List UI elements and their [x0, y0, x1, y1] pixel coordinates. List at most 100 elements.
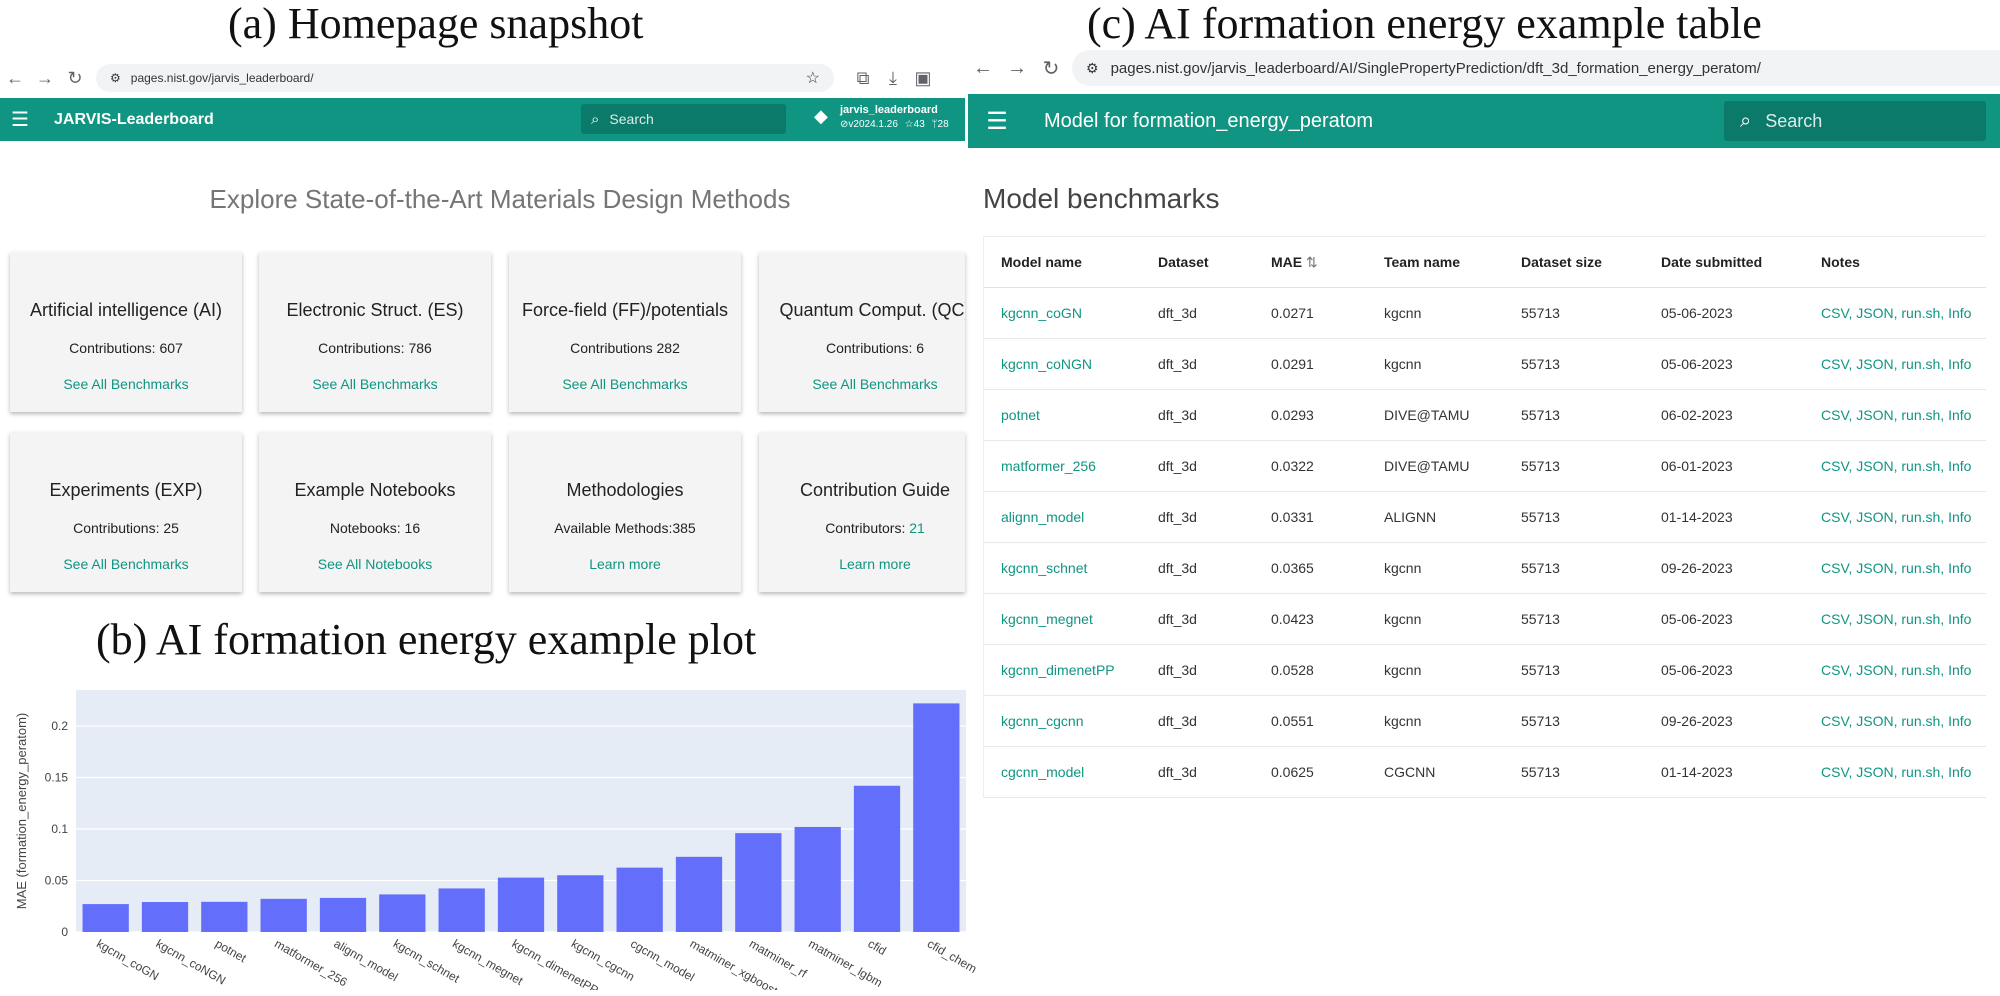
table-cell-size: 55713: [1504, 542, 1644, 594]
card-exp[interactable]: Experiments (EXP) Contributions: 25 See …: [10, 432, 242, 592]
card-ff[interactable]: Force-field (FF)/potentials Contribution…: [509, 252, 741, 412]
card-title: Contribution Guide: [799, 480, 951, 500]
table-cell-date: 06-02-2023: [1644, 389, 1804, 441]
bookmark-star-icon[interactable]: ☆: [805, 70, 820, 87]
contributors-link[interactable]: 21: [909, 520, 925, 536]
table-cell-model[interactable]: alignn_model: [984, 491, 1141, 543]
table-cell-notes[interactable]: CSV, JSON, run.sh, Info: [1804, 338, 1986, 390]
table-cell-notes[interactable]: CSV, JSON, run.sh, Info: [1804, 389, 1986, 441]
table-cell-dataset: dft_3d: [1141, 287, 1254, 339]
card-link[interactable]: See All Benchmarks: [562, 376, 688, 392]
sidepanel-icon[interactable]: ▣: [914, 67, 932, 88]
card-count: Available Methods:385: [554, 520, 696, 536]
menu-icon[interactable]: ☰: [986, 107, 1008, 135]
menu-icon[interactable]: ☰: [11, 109, 29, 131]
table-cell-model[interactable]: matformer_256: [984, 440, 1141, 492]
x-tick-label: potnet: [213, 936, 249, 965]
site-info-icon[interactable]: ⚙: [110, 71, 121, 85]
bar: [616, 867, 663, 932]
panel-title-b: (b) AI formation energy example plot: [96, 615, 757, 664]
card-qc[interactable]: Quantum Comput. (QC) Contributions: 6 Se…: [759, 252, 965, 412]
download-icon[interactable]: ⤓: [889, 67, 897, 88]
column-header-dataset[interactable]: Dataset: [1141, 237, 1254, 288]
column-header-notes[interactable]: Notes: [1804, 237, 1986, 288]
mae-header-label: MAE: [1271, 253, 1303, 270]
extensions-icon[interactable]: ⧉: [856, 67, 870, 88]
card-count: Contributors: 21: [759, 520, 965, 536]
card-notebooks[interactable]: Example Notebooks Notebooks: 16 See All …: [259, 432, 491, 592]
bar: [794, 826, 841, 932]
forward-icon[interactable]: →: [36, 67, 54, 88]
table-cell-model[interactable]: kgcnn_cgcnn: [984, 695, 1141, 747]
reload-icon[interactable]: ↻: [67, 67, 83, 88]
card-link[interactable]: See All Benchmarks: [63, 556, 189, 572]
table-cell-notes[interactable]: CSV, JSON, run.sh, Info: [1804, 287, 1986, 339]
table-cell-model[interactable]: kgcnn_dimenetPP: [984, 644, 1141, 696]
table-cell-team: kgcnn: [1367, 287, 1504, 339]
sort-icon[interactable]: ⇅: [1306, 253, 1318, 270]
card-contribution-guide[interactable]: Contribution Guide Contributors: 21 Lear…: [759, 432, 965, 592]
forward-icon[interactable]: →: [1007, 56, 1027, 79]
card-es[interactable]: Electronic Struct. (ES) Contributions: 7…: [259, 252, 491, 412]
y-axis-label: MAE (formation_energy_peratom): [14, 713, 29, 910]
table-cell-notes[interactable]: CSV, JSON, run.sh, Info: [1804, 746, 1986, 798]
app-title[interactable]: JARVIS-Leaderboard: [54, 110, 214, 128]
star-icon: ☆: [904, 119, 914, 130]
table-cell-notes[interactable]: CSV, JSON, run.sh, Info: [1804, 542, 1986, 594]
bar: [319, 897, 367, 932]
table-cell-size: 55713: [1504, 491, 1644, 543]
table-cell-notes[interactable]: CSV, JSON, run.sh, Info: [1804, 695, 1986, 747]
search-box[interactable]: ⌕ Search: [1724, 101, 1986, 141]
table-cell-notes[interactable]: CSV, JSON, run.sh, Info: [1804, 491, 1986, 543]
y-tick-label: 0: [61, 925, 68, 939]
table-cell-notes[interactable]: CSV, JSON, run.sh, Info: [1804, 440, 1986, 492]
card-link[interactable]: See All Benchmarks: [812, 376, 938, 392]
table-row: cgcnn_model dft_3d 0.0625 CGCNN 55713 01-14-2…: [984, 746, 1986, 798]
table-cell-dataset: dft_3d: [1141, 338, 1254, 390]
column-header-model[interactable]: Model name: [984, 237, 1141, 288]
x-tick-label: kgcnn_coGN: [94, 936, 161, 983]
table-cell-mae: 0.0293: [1254, 389, 1367, 441]
table-cell-model[interactable]: cgcnn_model: [984, 746, 1141, 798]
card-ai[interactable]: Artificial intelligence (AI) Contributio…: [10, 252, 242, 412]
site-info-icon[interactable]: ⚙: [1086, 59, 1099, 76]
column-header-date[interactable]: Date submitted: [1644, 237, 1804, 288]
card-link[interactable]: See All Notebooks: [317, 556, 433, 572]
table-cell-team: ALIGNN: [1367, 491, 1504, 543]
reload-icon[interactable]: ↻: [1042, 57, 1060, 80]
table-cell-team: kgcnn: [1367, 338, 1504, 390]
app-title[interactable]: Model for formation_energy_peratom: [1044, 109, 1374, 132]
card-methodologies[interactable]: Methodologies Available Methods:385 Lear…: [509, 432, 741, 592]
table-cell-size: 55713: [1504, 746, 1644, 798]
card-link[interactable]: Learn more: [589, 556, 661, 572]
benchmark-table: Model name Dataset MAE ⇅ Team name Datas…: [984, 237, 1986, 798]
back-icon[interactable]: ←: [6, 67, 24, 88]
card-count: Contributions 282: [570, 340, 680, 356]
table-cell-model[interactable]: kgcnn_coGN: [984, 287, 1141, 339]
column-header-team[interactable]: Team name: [1367, 237, 1504, 288]
table-cell-size: 55713: [1504, 593, 1644, 645]
back-icon[interactable]: ←: [973, 56, 993, 79]
repo-forks: 28: [937, 119, 949, 130]
table-cell-notes[interactable]: CSV, JSON, run.sh, Info: [1804, 593, 1986, 645]
table-cell-model[interactable]: kgcnn_schnet: [984, 542, 1141, 594]
address-bar[interactable]: ⚙ pages.nist.gov/jarvis_leaderboard/ ☆: [96, 64, 834, 92]
table-cell-model[interactable]: kgcnn_coNGN: [984, 338, 1141, 390]
repo-info[interactable]: ◆ jarvis_leaderboard ⊘v2024.1.26 ☆43 ᛘ28: [814, 103, 965, 137]
right-app-bar: ☰ Model for formation_energy_peratom ⌕ S…: [968, 94, 2000, 148]
x-tick-label: cfid_chem: [925, 936, 979, 975]
column-header-size[interactable]: Dataset size: [1504, 237, 1644, 288]
search-box[interactable]: ⌕ Search: [581, 104, 786, 134]
table-cell-team: DIVE@TAMU: [1367, 389, 1504, 441]
card-link[interactable]: See All Benchmarks: [312, 376, 438, 392]
table-cell-model[interactable]: potnet: [984, 389, 1141, 441]
table-cell-notes[interactable]: CSV, JSON, run.sh, Info: [1804, 644, 1986, 696]
card-link[interactable]: Learn more: [839, 556, 911, 572]
table-cell-date: 01-14-2023: [1644, 746, 1804, 798]
column-header-mae[interactable]: MAE ⇅: [1254, 237, 1367, 288]
table-row: kgcnn_cgcnn dft_3d 0.0551 kgcnn 55713 09-26-2…: [984, 695, 1986, 747]
table-cell-model[interactable]: kgcnn_megnet: [984, 593, 1141, 645]
address-bar[interactable]: ⚙ pages.nist.gov/jarvis_leaderboard/AI/S…: [1072, 50, 2000, 86]
card-link[interactable]: See All Benchmarks: [63, 376, 189, 392]
url-text: pages.nist.gov/jarvis_leaderboard/: [130, 71, 314, 85]
